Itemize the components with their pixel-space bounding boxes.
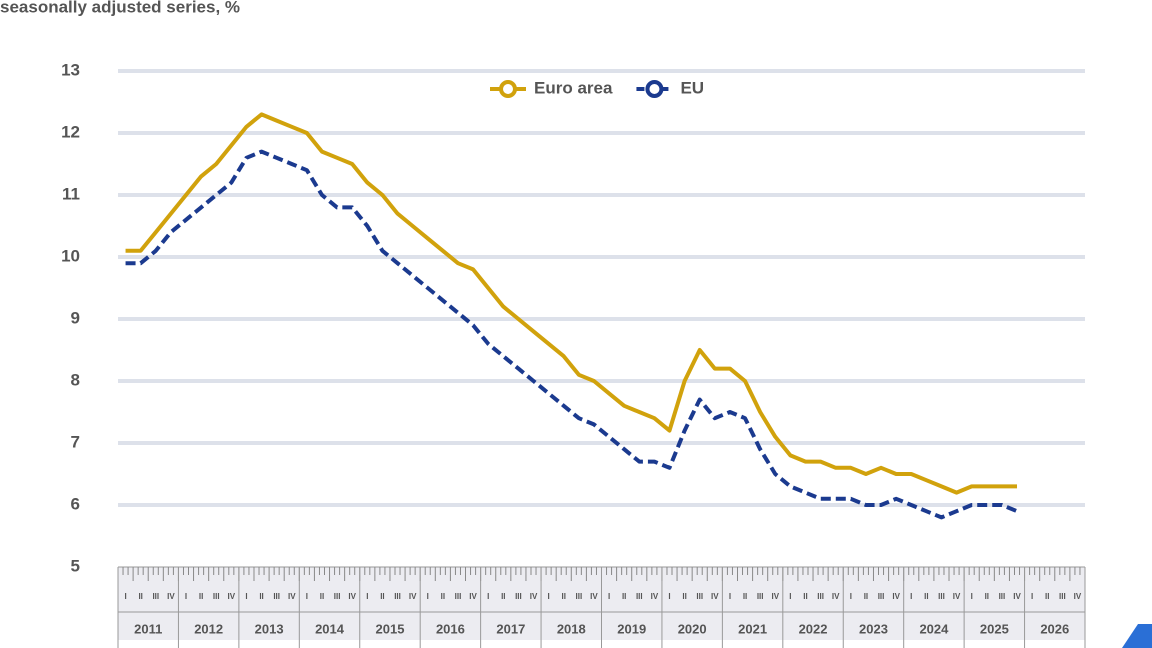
x-tick-label: II xyxy=(743,592,747,601)
x-tick-label: I xyxy=(487,592,489,601)
x-tick-label: IV xyxy=(288,592,296,601)
legend-label: EU xyxy=(680,78,704,97)
x-group-label: 2016 xyxy=(436,621,465,636)
x-tick-label: II xyxy=(622,592,626,601)
x-tick-label: I xyxy=(427,592,429,601)
x-tick-label: II xyxy=(320,592,324,601)
y-tick-label: 13 xyxy=(61,60,80,79)
y-tick-label: 7 xyxy=(71,432,80,451)
x-tick-label: III xyxy=(576,592,583,601)
x-tick-label: III xyxy=(515,592,522,601)
x-group-label: 2014 xyxy=(315,621,345,636)
x-tick-label: IV xyxy=(832,592,840,601)
x-tick-label: III xyxy=(1059,592,1066,601)
legend-marker xyxy=(645,80,664,98)
y-tick-label: 9 xyxy=(71,308,80,327)
x-tick-label: III xyxy=(696,592,703,601)
x-tick-label: I xyxy=(668,592,670,601)
y-tick-label: 11 xyxy=(62,184,80,203)
x-group-label: 2022 xyxy=(799,621,828,636)
x-tick-label: I xyxy=(245,592,247,601)
x-group-label: 2019 xyxy=(617,621,646,636)
x-tick-label: III xyxy=(334,592,341,601)
y-tick-label: 12 xyxy=(61,122,80,141)
x-tick-label: II xyxy=(682,592,686,601)
x-tick-label: II xyxy=(985,592,989,601)
x-tick-label: II xyxy=(259,592,263,601)
x-tick-label: IV xyxy=(953,592,961,601)
x-tick-label: III xyxy=(999,592,1006,601)
x-group-label: 2024 xyxy=(919,621,949,636)
series-line xyxy=(125,112,1018,495)
x-tick-label: III xyxy=(938,592,945,601)
x-tick-label: IV xyxy=(1074,592,1082,601)
x-group-label: 2025 xyxy=(980,621,1009,636)
x-tick-label: IV xyxy=(409,592,417,601)
x-tick-label: II xyxy=(924,592,928,601)
x-tick-label: IV xyxy=(469,592,477,601)
x-group-label: 2015 xyxy=(376,621,405,636)
y-tick-label: 6 xyxy=(71,494,80,513)
x-tick-label: IV xyxy=(711,592,719,601)
series-line xyxy=(125,149,1018,520)
x-tick-label: I xyxy=(850,592,852,601)
x-tick-label: IV xyxy=(530,592,538,601)
legend-label: Euro area xyxy=(534,78,613,97)
x-tick-label: II xyxy=(803,592,807,601)
x-tick-label: III xyxy=(273,592,280,601)
x-tick-label: III xyxy=(394,592,401,601)
x-tick-label: II xyxy=(199,592,203,601)
x-tick-label: III xyxy=(636,592,643,601)
x-tick-label: III xyxy=(152,592,159,601)
x-tick-label: II xyxy=(441,592,445,601)
x-tick-label: IV xyxy=(228,592,236,601)
x-tick-label: IV xyxy=(651,592,659,601)
x-tick-label: I xyxy=(971,592,973,601)
x-tick-label: II xyxy=(380,592,384,601)
legend-marker xyxy=(499,80,517,98)
y-tick-label: 10 xyxy=(61,246,80,265)
x-tick-label: IV xyxy=(1013,592,1021,601)
x-tick-label: I xyxy=(789,592,791,601)
x-tick-label: III xyxy=(878,592,885,601)
x-tick-label: IV xyxy=(590,592,598,601)
x-tick-label: I xyxy=(124,592,126,601)
x-tick-label: I xyxy=(306,592,308,601)
x-tick-label: III xyxy=(213,592,220,601)
x-tick-label: III xyxy=(817,592,824,601)
x-tick-label: I xyxy=(910,592,912,601)
x-tick-label: IV xyxy=(892,592,900,601)
x-group-label: 2021 xyxy=(738,621,767,636)
x-tick-label: I xyxy=(608,592,610,601)
x-group-label: 2012 xyxy=(194,621,223,636)
x-tick-label: IV xyxy=(771,592,779,601)
x-tick-label: II xyxy=(138,592,142,601)
x-tick-label: II xyxy=(864,592,868,601)
x-tick-label: IV xyxy=(348,592,356,601)
y-tick-label: 5 xyxy=(71,556,80,575)
x-tick-label: II xyxy=(562,592,566,601)
x-group-label: 2013 xyxy=(255,621,284,636)
x-tick-label: IV xyxy=(167,592,175,601)
x-tick-label: II xyxy=(1045,592,1049,601)
x-group-label: 2018 xyxy=(557,621,586,636)
x-tick-label: I xyxy=(548,592,550,601)
chart-subtitle: seasonally adjusted series, % xyxy=(0,0,240,16)
x-group-label: 2011 xyxy=(134,621,162,636)
x-tick-label: I xyxy=(366,592,368,601)
x-group-label: 2017 xyxy=(496,621,525,636)
x-tick-label: I xyxy=(185,592,187,601)
x-tick-label: I xyxy=(1031,592,1033,601)
x-group-label: 2023 xyxy=(859,621,888,636)
x-group-label: 2020 xyxy=(678,621,707,636)
x-tick-label: II xyxy=(501,592,505,601)
x-group-label: 2026 xyxy=(1040,621,1069,636)
x-tick-label: I xyxy=(729,592,731,601)
x-tick-label: III xyxy=(757,592,764,601)
x-tick-label: III xyxy=(455,592,462,601)
y-tick-label: 8 xyxy=(71,370,80,389)
corner-logo xyxy=(1122,624,1152,648)
